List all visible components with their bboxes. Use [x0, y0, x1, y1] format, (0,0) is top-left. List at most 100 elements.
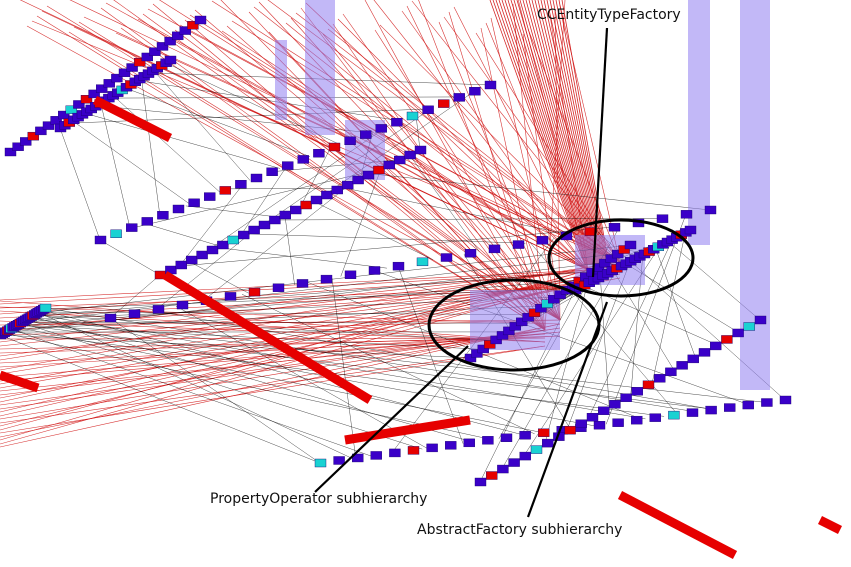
class-node [422, 105, 434, 115]
dependency-link [0, 269, 621, 305]
class-node [373, 165, 385, 175]
class-node [328, 142, 341, 152]
callout-line-left [314, 345, 469, 493]
class-node [608, 223, 621, 232]
class-node [296, 279, 309, 288]
dependency-link [305, 2, 589, 271]
class-node [469, 86, 481, 96]
class-node [522, 313, 534, 322]
highlight-bar [344, 415, 471, 445]
dependency-link [19, 0, 589, 271]
class-node [698, 348, 711, 357]
class-node [516, 317, 528, 327]
class-node [392, 261, 405, 271]
tree-link [109, 274, 161, 319]
tree-link [31, 316, 474, 443]
callout-line-top [591, 27, 609, 278]
tree-link [16, 324, 483, 350]
dependency-link [537, 0, 602, 266]
dependency-link [0, 300, 546, 343]
tree-link [20, 322, 423, 450]
class-node [149, 47, 161, 56]
tree-link [136, 80, 401, 122]
class-node [482, 436, 494, 445]
class-node [732, 328, 744, 338]
highlight-bar [617, 491, 738, 559]
tree-link [652, 232, 686, 383]
tree-link [24, 320, 595, 427]
class-node [471, 349, 483, 358]
translucent-column [275, 40, 287, 120]
class-node [206, 245, 219, 255]
dependency-link [501, 0, 590, 266]
dependency-link [0, 261, 621, 361]
class-node [503, 326, 515, 336]
tree-link [0, 334, 321, 464]
tree-link [370, 173, 711, 211]
tree-link [142, 222, 221, 247]
class-node [676, 361, 688, 370]
class-node [203, 192, 216, 201]
dependency-link [0, 269, 589, 301]
tree-link [100, 102, 131, 229]
tree-link [185, 205, 281, 218]
tree-link [409, 154, 480, 252]
class-node [668, 410, 680, 420]
dependency-link [68, 31, 546, 331]
class-node [248, 287, 261, 297]
class-node [484, 340, 496, 349]
class-node [331, 185, 343, 195]
class-node [344, 136, 356, 146]
class-node [187, 21, 199, 30]
tree-link [127, 168, 381, 230]
class-node [743, 322, 755, 331]
class-node [219, 186, 232, 195]
class-node [217, 240, 229, 250]
class-node [593, 421, 606, 430]
tree-link [274, 218, 664, 221]
class-node [310, 195, 323, 205]
dependency-link [0, 323, 561, 448]
highlight-bar [0, 370, 40, 393]
class-node [438, 99, 450, 108]
dependency-link [231, 20, 621, 263]
class-node [496, 331, 509, 340]
class-node [172, 204, 185, 214]
class-node [407, 446, 420, 455]
class-node [414, 145, 427, 155]
tree-link [284, 214, 295, 285]
translucent-column [688, 0, 710, 245]
tree-link [600, 276, 610, 408]
class-node [445, 441, 457, 450]
class-node [171, 31, 184, 41]
tree-link [340, 168, 382, 277]
class-node [383, 160, 395, 170]
dependency-link [522, 0, 597, 266]
class-node [416, 257, 429, 267]
class-node [176, 300, 189, 310]
class-node [631, 387, 643, 396]
class-node [704, 205, 717, 215]
class-node [426, 443, 438, 453]
tree-link [84, 112, 281, 169]
tree-link [44, 307, 697, 413]
class-node [12, 142, 24, 151]
class-node [488, 244, 501, 254]
class-node [141, 217, 154, 226]
class-node [500, 433, 513, 442]
class-node [179, 26, 192, 35]
class-node [656, 214, 669, 223]
class-node [118, 68, 131, 78]
dependency-link [189, 14, 589, 271]
tree-link [239, 165, 288, 237]
class-node [519, 431, 531, 440]
dependency-link [480, 27, 546, 331]
tree-link [9, 305, 544, 330]
class-node [665, 367, 677, 377]
tree-link [178, 226, 618, 267]
dependency-link [0, 329, 546, 396]
tree-link [587, 238, 673, 420]
class-node [497, 464, 509, 474]
dependency-link [495, 0, 588, 266]
dependency-link [516, 0, 595, 266]
